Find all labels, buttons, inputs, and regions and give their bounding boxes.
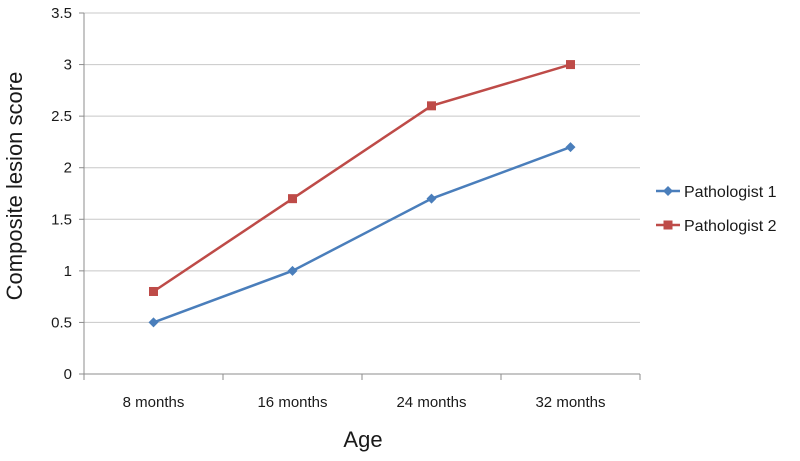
y-tick-labels: 0 0.5 1 1.5 2 2.5 3 3.5 xyxy=(51,5,72,383)
x-tick-label: 8 months xyxy=(123,394,185,411)
data-point xyxy=(148,317,159,328)
data-point xyxy=(565,142,576,153)
data-point xyxy=(426,193,437,204)
axes xyxy=(79,12,641,380)
y-tick-label: 3.5 xyxy=(51,5,72,22)
data-point xyxy=(427,101,436,111)
data-point xyxy=(149,286,158,296)
series-1 xyxy=(148,142,576,328)
x-axis-title: Age xyxy=(343,427,382,452)
legend: Pathologist 1 Pathologist 2 xyxy=(656,184,777,235)
x-tick-labels: 8 months 16 months 24 months 32 months xyxy=(123,394,606,411)
series-2 xyxy=(149,60,575,296)
legend-item: Pathologist 1 xyxy=(656,184,777,201)
x-tick-label: 16 months xyxy=(257,394,327,411)
legend-label: Pathologist 1 xyxy=(684,184,777,201)
y-tick-label: 2 xyxy=(64,160,72,177)
y-tick-label: 1.5 xyxy=(51,211,72,228)
legend-marker xyxy=(663,186,673,196)
y-tick-label: 3 xyxy=(64,57,72,74)
x-tick-label: 24 months xyxy=(396,394,466,411)
data-point xyxy=(288,194,297,204)
y-tick-label: 0 xyxy=(64,366,72,383)
y-axis-title: Composite lesion score xyxy=(2,72,27,301)
legend-label: Pathologist 2 xyxy=(684,218,777,235)
y-tick-label: 2.5 xyxy=(51,108,72,125)
data-point xyxy=(287,265,298,276)
gridlines xyxy=(84,12,640,323)
y-tick-label: 1 xyxy=(64,263,72,280)
y-tick-label: 0.5 xyxy=(51,314,72,331)
legend-marker xyxy=(663,220,673,230)
x-tick-label: 32 months xyxy=(535,394,605,411)
series-line xyxy=(153,145,571,324)
legend-item: Pathologist 2 xyxy=(656,218,777,235)
data-point xyxy=(566,60,575,70)
series-lines xyxy=(148,60,576,328)
series-line xyxy=(152,63,571,293)
